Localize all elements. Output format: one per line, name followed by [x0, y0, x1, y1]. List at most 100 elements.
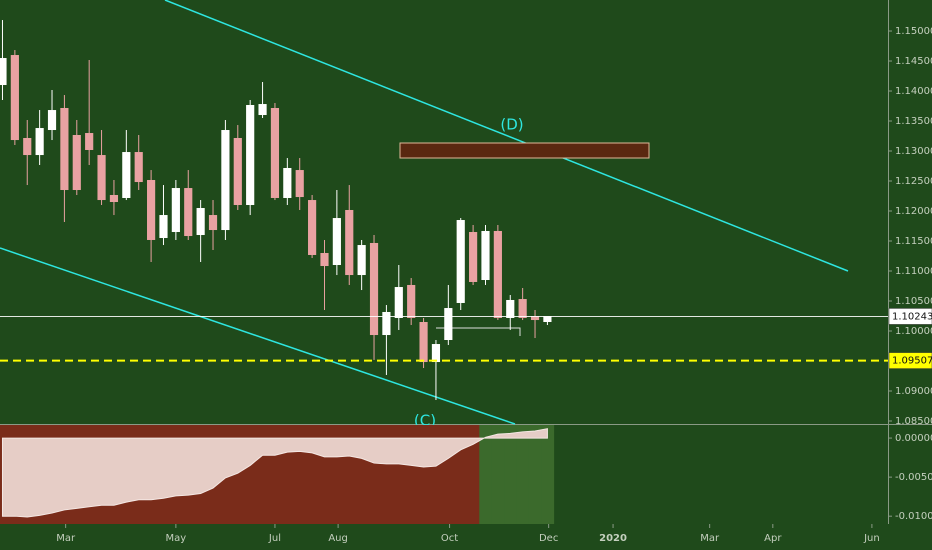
candle — [530, 310, 540, 339]
candle — [60, 95, 69, 222]
candle — [357, 239, 366, 291]
candle — [85, 59, 94, 165]
candle — [97, 130, 106, 206]
y-tick-label: 1.13000 — [895, 146, 932, 157]
oscillator-background — [504, 425, 517, 524]
y-tick-label: 1.09000 — [895, 386, 932, 397]
candle-body — [60, 107, 69, 191]
x-tick-label: Jun — [863, 533, 880, 544]
candle — [109, 179, 119, 216]
oscillator-background — [528, 425, 542, 524]
candle — [134, 134, 143, 191]
candle-body — [208, 215, 218, 231]
candle — [444, 284, 453, 345]
candle-body — [518, 299, 527, 318]
candle-body — [444, 308, 453, 341]
candle-body — [493, 230, 502, 318]
candle — [246, 100, 255, 216]
price-label: 1.10243 — [892, 311, 932, 322]
candle-body — [357, 245, 366, 276]
oscillator-background — [516, 425, 530, 524]
candle — [208, 200, 218, 251]
candle-body — [295, 170, 304, 198]
candle-body — [394, 287, 403, 318]
candle-body — [159, 215, 168, 239]
x-tick-label: Apr — [764, 533, 782, 544]
candle — [543, 316, 552, 326]
candle — [10, 50, 19, 146]
y-tick-label: 1.12500 — [895, 176, 932, 187]
y-tick-label: 1.10500 — [895, 296, 932, 307]
annotation: (D) — [500, 116, 523, 134]
oscillator-background — [541, 425, 555, 524]
y-tick-label: 1.14000 — [895, 86, 932, 97]
candle-body — [0, 58, 7, 86]
x-tick-label: Jul — [268, 533, 281, 544]
y-tick-label: 1.14500 — [895, 56, 932, 67]
resistance-box — [399, 142, 650, 159]
candle-body — [320, 253, 329, 267]
candle-body — [196, 208, 205, 236]
candle — [518, 287, 527, 321]
y-tick-label: 1.10000 — [895, 326, 932, 337]
candle — [308, 194, 317, 258]
candle-body — [258, 104, 267, 116]
candle-body — [233, 137, 242, 206]
candle — [184, 170, 193, 240]
x-tick-label: Oct — [441, 533, 458, 544]
candle-body — [122, 152, 131, 198]
y-tick-label: 1.11500 — [895, 236, 932, 247]
candle-body — [369, 242, 379, 336]
candle — [233, 125, 242, 210]
oscillator-background — [466, 425, 480, 524]
candle — [171, 179, 180, 240]
candle — [320, 239, 329, 311]
candle-body — [543, 316, 552, 323]
trendline-lower — [0, 247, 516, 425]
candle — [481, 224, 490, 285]
candle — [72, 119, 81, 195]
candle — [332, 190, 341, 276]
candle-body — [308, 200, 317, 255]
candle-body — [72, 134, 81, 191]
y2-tick-label: -0.00500 — [895, 472, 932, 483]
candle — [283, 158, 292, 206]
x-tick-label: 2020 — [599, 533, 627, 544]
y-tick-label: 1.13500 — [895, 116, 932, 127]
candle-body — [270, 107, 280, 198]
candle-body — [171, 188, 180, 233]
candle — [258, 82, 267, 119]
candle-body — [35, 128, 44, 156]
candle-body — [456, 220, 465, 303]
oscillator-background — [479, 425, 493, 524]
candle-body — [283, 167, 292, 198]
x-tick-label: Mar — [56, 533, 76, 544]
candle-body — [506, 299, 515, 318]
candle — [221, 119, 230, 240]
candle — [469, 224, 478, 285]
price-label: 1.09507 — [892, 356, 932, 367]
candle-body — [407, 284, 416, 318]
candle-body — [246, 104, 255, 206]
candle — [456, 218, 465, 311]
oscillator-area — [1, 428, 548, 518]
candle-body — [109, 194, 119, 203]
candle-body — [431, 344, 441, 363]
y-tick-label: 1.15000 — [895, 26, 932, 37]
candle-body — [332, 218, 341, 266]
candle — [47, 89, 57, 141]
candle-body — [10, 55, 19, 141]
candle — [407, 278, 416, 326]
y2-tick-label: -0.01000 — [895, 511, 932, 522]
candle-body — [23, 137, 32, 156]
x-tick-label: Dec — [539, 533, 558, 544]
candle — [431, 340, 441, 401]
candle-body — [184, 188, 193, 237]
candle — [23, 119, 32, 186]
candle-body — [147, 179, 156, 240]
x-tick-label: Aug — [328, 533, 348, 544]
candle — [196, 200, 205, 263]
candle — [159, 185, 168, 246]
candle-body — [47, 110, 57, 131]
